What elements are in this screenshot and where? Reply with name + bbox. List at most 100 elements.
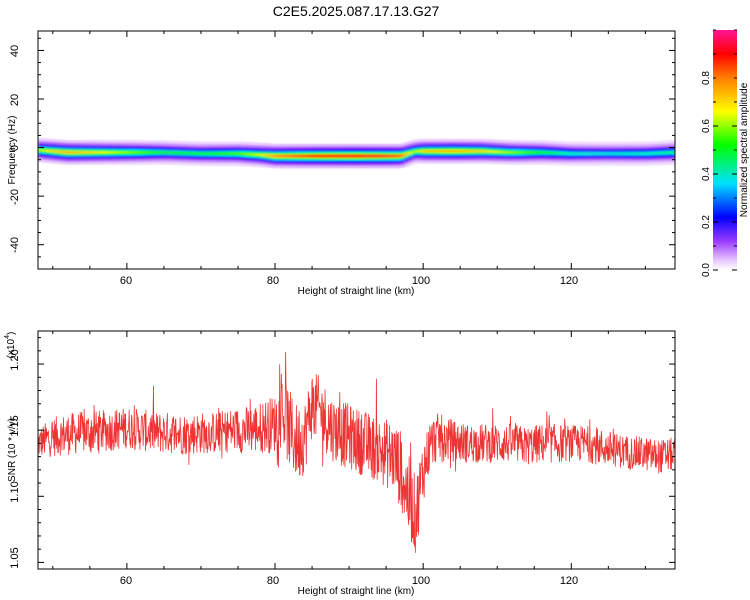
spectrogram-cell	[101, 151, 107, 154]
spectrogram-cell	[256, 153, 262, 156]
snr-y-tick-label: 1.20	[9, 349, 21, 370]
snr-multiplier-suffix: )	[6, 332, 17, 335]
spectrogram-cell	[479, 150, 485, 153]
spectrogram-cell	[241, 153, 246, 155]
spectrogram-cell	[69, 151, 75, 154]
spectrogram-cell	[463, 150, 469, 153]
spectrogram-cell	[177, 152, 182, 154]
spectrogram-cell	[49, 150, 55, 152]
spectrogram-cell	[77, 151, 83, 154]
spectrogram-x-tick-label: 60	[120, 275, 132, 287]
spectrogram-x-tick-label: 120	[560, 275, 578, 287]
snr-y-tick-label: 1.15	[9, 415, 21, 436]
spectrogram-cell	[432, 150, 437, 153]
spectrogram-cell	[284, 155, 290, 157]
spectrogram-cell	[57, 150, 63, 153]
spectrogram-cell	[416, 150, 421, 153]
spectrogram-cell	[205, 152, 210, 155]
colorbar-gradient	[713, 30, 737, 270]
spectrogram-cell	[420, 150, 425, 153]
spectrogram-cell	[272, 155, 278, 157]
spectrogram-cell	[193, 152, 198, 155]
spectrogram-cell	[137, 151, 143, 154]
spectrogram-cell	[627, 152, 632, 155]
spectrogram-cell	[93, 151, 99, 154]
spectrogram-cell	[149, 151, 155, 154]
spectrogram-cell	[252, 153, 258, 156]
spectrogram-y-tick-label: 40	[9, 45, 21, 57]
spectrogram-cell	[157, 151, 163, 154]
spectrogram-cell	[507, 151, 513, 154]
spectrogram-cell	[85, 151, 91, 154]
spectrogram-cell	[245, 153, 250, 155]
colorbar-tick-label: 0.8	[701, 71, 712, 85]
spectrogram-cell	[356, 155, 362, 157]
spectrogram-heatmap	[38, 138, 675, 169]
spectrogram-cell	[233, 152, 238, 155]
spectrogram-cell	[543, 151, 549, 154]
spectrogram-cell	[213, 152, 218, 155]
spectrogram-cell	[364, 155, 370, 157]
spectrogram-cell	[663, 151, 668, 154]
spectrogram-cell	[185, 152, 190, 155]
chart-title: C2E5.2025.087.17.13.G27	[273, 3, 440, 19]
spectrogram-cell	[181, 152, 186, 154]
spectrogram-cell	[145, 151, 151, 154]
colorbar-tick-label: 0.2	[701, 215, 712, 229]
spectrogram-cell	[165, 151, 170, 154]
spectrogram-cell	[308, 155, 314, 157]
spectrogram-cell	[595, 152, 600, 155]
colorbar-tick-label: 0.6	[701, 119, 712, 133]
spectrogram-y-tick-label: -40	[9, 237, 21, 253]
spectrogram-cell	[647, 152, 652, 155]
spectrogram-cell	[619, 152, 624, 155]
snr-frame	[37, 330, 676, 570]
colorbar-tick-label: 0.4	[701, 167, 712, 181]
spectrogram-cell	[336, 155, 342, 157]
spectrogram-y-tick-label: 20	[9, 94, 21, 106]
spectrogram-frame	[37, 30, 676, 270]
spectrogram-cell	[201, 152, 206, 155]
spectrogram-cell	[113, 151, 119, 154]
spectrogram-cell	[45, 149, 51, 152]
spectrogram-cell	[487, 150, 493, 153]
colorbar-label: Normalized spectral amplitude	[739, 82, 750, 217]
colorbar-ticks	[713, 29, 737, 271]
spectrogram-cell	[615, 152, 620, 155]
spectrogram-cell	[292, 155, 298, 157]
spectrogram-cell	[161, 151, 166, 154]
spectrogram-y-tick-label: -20	[9, 189, 21, 205]
spectrogram-cell	[133, 151, 139, 154]
spectrogram-cell	[408, 152, 413, 154]
spectrogram-cell	[599, 152, 604, 155]
spectrogram-cell	[197, 152, 202, 155]
spectrogram-cell	[109, 151, 115, 154]
spectrogram-cell	[153, 151, 159, 154]
spectrogram-cell	[639, 152, 644, 155]
spectrogram-cell	[515, 151, 521, 154]
spectrogram-cell	[209, 152, 214, 155]
spectrogram-cell	[499, 151, 505, 153]
snr-multiplier-prefix: (x10	[6, 338, 17, 358]
spectrogram-y-tick-label: 0	[9, 145, 21, 151]
colorbar-tick-label: 0.0	[701, 263, 712, 277]
spectrogram-cell	[221, 152, 226, 155]
spectrogram-cell	[280, 155, 286, 157]
spectrogram-cell	[635, 152, 640, 155]
spectrogram-cell	[225, 152, 230, 155]
spectrogram-cell	[41, 149, 47, 152]
spectrogram-cell	[117, 151, 123, 154]
spectrogram-cell	[452, 150, 457, 153]
spectrogram-cell	[320, 155, 326, 157]
spectrogram-cell	[539, 151, 545, 154]
spectrogram-cell	[631, 152, 636, 155]
spectrogram-cell	[448, 150, 453, 153]
snr-x-axis-label: Height of straight line (km)	[298, 586, 415, 597]
spectrogram-cell	[475, 150, 481, 153]
spectrogram-cell	[89, 151, 95, 154]
spectrogram-cell	[495, 150, 501, 153]
spectrogram-cell	[655, 152, 660, 155]
spectrogram-cell	[81, 151, 87, 154]
spectrogram-cell	[129, 151, 135, 154]
spectrogram-cell	[456, 150, 461, 153]
